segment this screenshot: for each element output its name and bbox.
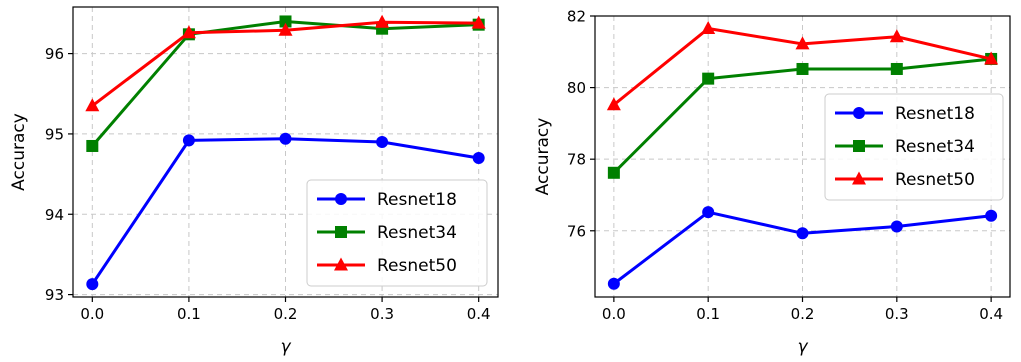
- chart-2-legend: Resnet18 Resnet34 Resnet50: [824, 93, 1004, 201]
- chart-1-point-resnet34: [86, 139, 99, 152]
- chart-2-point-resnet50: [795, 36, 810, 50]
- chart-1-legend: Resnet18 Resnet34 Resnet50: [306, 179, 488, 287]
- chart-2-x-tick-label: 0.1: [696, 305, 720, 323]
- chart-2-y-axis-label: Accuracy: [533, 118, 553, 196]
- chart-2-y-tick-label: 82: [567, 8, 586, 26]
- chart-1-point-resnet18: [376, 135, 389, 148]
- chart-1-y-tick-label: 94: [45, 206, 64, 224]
- chart-1-y-tick-label: 96: [45, 45, 64, 63]
- chart-1-point-resnet50: [85, 98, 100, 112]
- chart-1-x-tick-label: 0.3: [370, 305, 394, 323]
- chart-1-legend-label-resnet34: Resnet34: [377, 223, 457, 243]
- chart-2-legend-marker-resnet18: [853, 107, 865, 119]
- chart-2-y-tick-label: 78: [567, 151, 586, 169]
- chart-1-y-tick-label: 93: [45, 286, 64, 304]
- chart-1-point-resnet50: [471, 15, 486, 29]
- chart-1-x-tick-label: 0.2: [274, 305, 298, 323]
- chart-2-point-resnet50: [889, 29, 904, 43]
- chart-2-point-resnet50: [701, 21, 716, 35]
- chart-1-legend-marker-resnet34: [335, 226, 347, 238]
- chart-2-y-tick-label: 76: [567, 222, 586, 240]
- chart-2-x-tick-label: 0.2: [791, 305, 815, 323]
- chart-2-point-resnet34: [607, 166, 620, 179]
- chart-2-point-resnet50: [606, 97, 621, 111]
- chart-1-point-resnet18: [472, 152, 485, 165]
- chart-1-point-resnet18: [182, 134, 195, 147]
- chart-1-plot-frame: [72, 6, 499, 298]
- chart-2-point-resnet18: [702, 206, 715, 219]
- chart-1-x-axis-label: γ: [280, 337, 291, 357]
- chart-1-legend-marker-resnet50: [334, 257, 348, 271]
- chart-2-point-resnet34: [702, 72, 715, 85]
- chart-1-point-resnet50: [278, 22, 293, 36]
- chart-1-y-tick-label: 95: [45, 125, 64, 143]
- chart-2-point-resnet50: [984, 51, 999, 65]
- chart-2-series-line-resnet18: [612, 210, 992, 285]
- chart-1-point-resnet50: [375, 14, 390, 28]
- chart-2-point-resnet18: [890, 220, 903, 233]
- chart-1-x-tick-label: 0.4: [467, 305, 491, 323]
- chart-2-legend-marker-resnet34: [853, 140, 865, 152]
- chart-2-x-axis-label: γ: [797, 337, 808, 357]
- chart-2-x-tick-label: 0.3: [885, 305, 909, 323]
- chart-2-plot-frame: [594, 15, 1011, 298]
- chart-2-legend-label-resnet18: Resnet18: [895, 104, 975, 124]
- chart-2-point-resnet18: [796, 227, 809, 240]
- chart-2-point-resnet34: [890, 62, 903, 75]
- chart-1-point-resnet18: [86, 278, 99, 291]
- chart-2-legend-label-resnet34: Resnet34: [895, 137, 975, 157]
- chart-1-point-resnet50: [181, 25, 196, 39]
- chart-2-y-tick-label: 80: [567, 79, 586, 97]
- chart-1-legend-box: [306, 179, 488, 287]
- chart-2-x-tick-label: 0.0: [602, 305, 626, 323]
- chart-1: 0.0 0.1 0.2 0.3 0.4 93 94 95 96 γ Accuracy Resnet18…: [9, 6, 499, 357]
- chart-1-point-resnet18: [279, 132, 292, 145]
- chart-2-point-resnet18: [985, 209, 998, 222]
- chart-2: 0.0 0.1 0.2 0.3 0.4 76 78 80 82 γ Accuracy Resnet18…: [533, 8, 1011, 357]
- chart-2-legend-label-resnet50: Resnet50: [895, 170, 975, 190]
- chart-1-legend-marker-resnet18: [335, 193, 347, 205]
- chart-1-point-resnet34: [279, 15, 292, 28]
- chart-1-x-tick-label: 0.0: [80, 305, 104, 323]
- chart-2-point-resnet18: [607, 277, 620, 290]
- chart-2-point-resnet34: [796, 62, 809, 75]
- chart-1-y-axis-label: Accuracy: [9, 113, 29, 191]
- chart-2-x-tick-label: 0.4: [979, 305, 1003, 323]
- chart-2-legend-box: [824, 93, 1004, 201]
- chart-2-legend-marker-resnet50: [852, 171, 866, 185]
- chart-1-x-tick-label: 0.1: [177, 305, 201, 323]
- chart-1-legend-label-resnet50: Resnet50: [377, 256, 457, 276]
- chart-1-legend-label-resnet18: Resnet18: [377, 190, 457, 210]
